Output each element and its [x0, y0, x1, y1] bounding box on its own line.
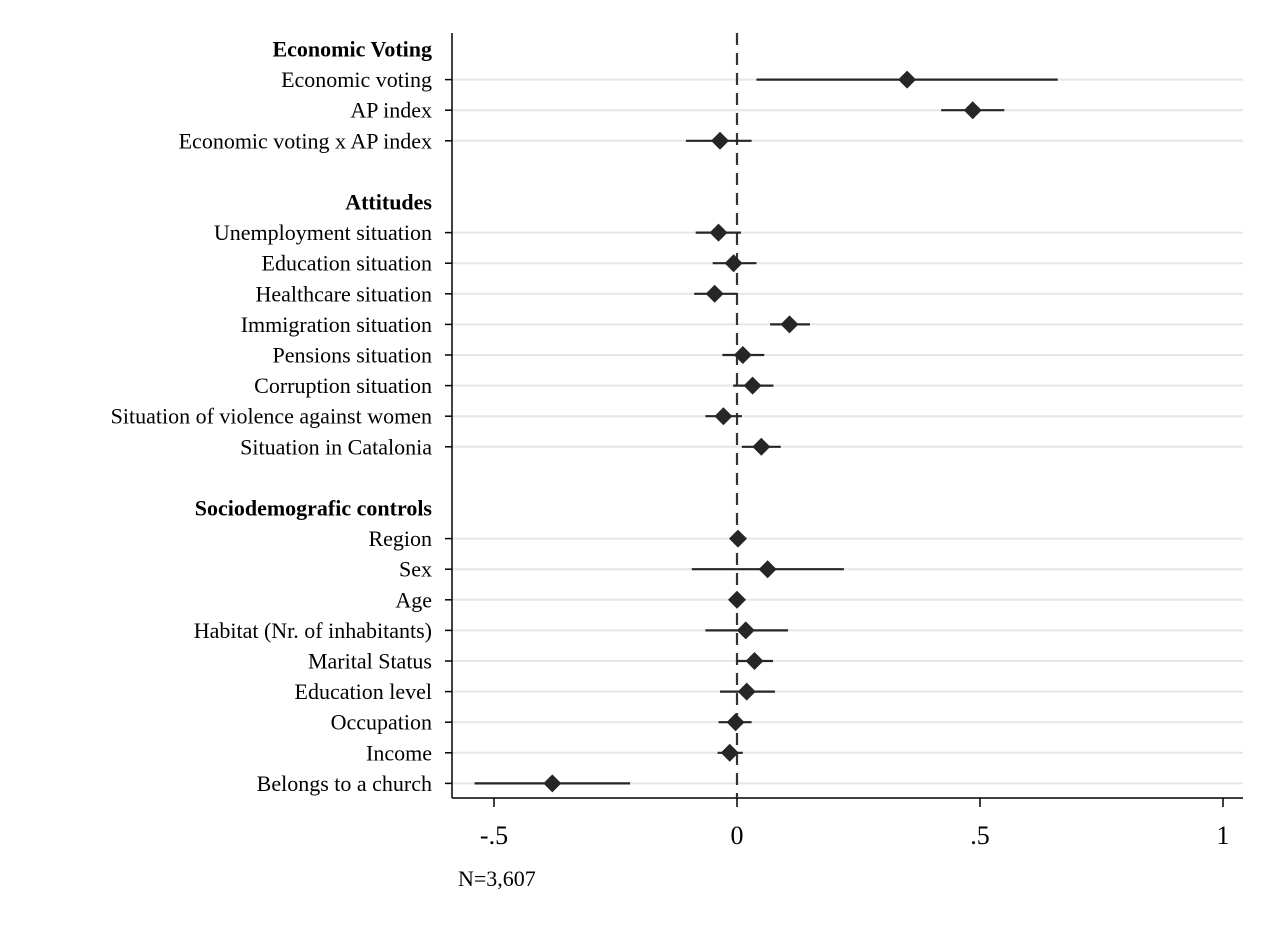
point-estimate-marker: [736, 621, 755, 640]
row-label: Age: [395, 587, 432, 612]
gridlines: [452, 78, 1243, 785]
row-label: Region: [368, 526, 432, 551]
row-label: Unemployment situation: [214, 220, 432, 245]
x-tick-label: 1: [1217, 821, 1230, 850]
row-label: Education level: [295, 679, 432, 704]
point-estimate-marker: [898, 70, 917, 89]
axes: [445, 33, 1243, 799]
point-estimate-marker: [745, 652, 764, 670]
row-label: Healthcare situation: [255, 281, 432, 306]
point-estimate-marker: [733, 346, 752, 364]
row-label: Economic voting x AP index: [179, 128, 432, 153]
row-label: AP index: [350, 98, 432, 123]
row-label: Income: [366, 740, 432, 765]
x-tick-label: .5: [970, 821, 990, 850]
point-estimate-marker: [758, 560, 777, 579]
row-label: Occupation: [331, 710, 432, 735]
point-estimate-marker: [728, 529, 747, 548]
point-estimate-marker: [710, 131, 729, 150]
point-estimate-marker: [963, 101, 982, 120]
row-label: Corruption situation: [254, 373, 432, 398]
x-axis-ticks: -.5 0 .5 1: [480, 798, 1230, 850]
point-estimate-marker: [728, 590, 746, 609]
row-label: Habitat (Nr. of inhabitants): [194, 618, 432, 643]
row-label: Pensions situation: [272, 343, 432, 368]
sample-size-note: N=3,607: [458, 866, 536, 891]
row-labels: Economic Voting Economic voting AP index Ec…: [111, 37, 433, 796]
group-header: Economic Voting: [272, 37, 432, 62]
point-estimate-marker: [737, 682, 756, 701]
point-estimate-marker: [743, 376, 762, 395]
row-label: Sex: [399, 557, 432, 582]
group-header: Attitudes: [345, 190, 432, 215]
point-estimate-marker: [543, 774, 562, 793]
confidence-intervals: [474, 78, 1058, 785]
point-estimate-marker: [726, 713, 745, 732]
row-label: Belongs to a church: [257, 771, 432, 796]
group-header: Sociodemografic controls: [195, 496, 433, 521]
row-label: Economic voting: [281, 67, 432, 92]
point-estimate-marker: [705, 284, 724, 303]
point-estimate-marker: [780, 315, 799, 334]
point-estimate-marker: [752, 437, 771, 456]
point-estimate-marker: [724, 254, 743, 273]
point-estimate-marker: [709, 223, 728, 242]
row-label: Marital Status: [308, 649, 432, 674]
row-label: Education situation: [262, 251, 432, 276]
x-tick-label: -.5: [480, 821, 508, 850]
point-estimate-marker: [714, 407, 733, 426]
row-label: Immigration situation: [241, 312, 432, 337]
point-estimates: [543, 70, 982, 793]
point-estimate-marker: [720, 743, 739, 762]
x-tick-label: 0: [731, 821, 744, 850]
row-label: Situation in Catalonia: [240, 434, 432, 459]
row-label: Situation of violence against women: [111, 404, 432, 429]
